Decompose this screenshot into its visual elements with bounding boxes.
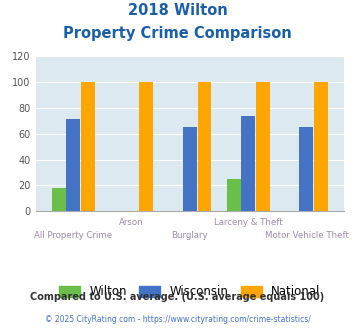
Bar — [52, 188, 66, 211]
Text: Compared to U.S. average. (U.S. average equals 100): Compared to U.S. average. (U.S. average … — [31, 292, 324, 302]
Bar — [300, 127, 313, 211]
Text: Larceny & Theft: Larceny & Theft — [214, 218, 283, 227]
Bar — [183, 127, 197, 211]
Text: Arson: Arson — [119, 218, 144, 227]
Bar — [314, 82, 328, 211]
Text: Burglary: Burglary — [171, 231, 208, 240]
Text: Motor Vehicle Theft: Motor Vehicle Theft — [264, 231, 348, 240]
Bar — [241, 115, 255, 211]
Bar — [226, 179, 241, 211]
Bar — [66, 119, 80, 211]
Bar — [256, 82, 270, 211]
Text: Property Crime Comparison: Property Crime Comparison — [63, 26, 292, 41]
Text: © 2025 CityRating.com - https://www.cityrating.com/crime-statistics/: © 2025 CityRating.com - https://www.city… — [45, 315, 310, 324]
Text: All Property Crime: All Property Crime — [34, 231, 113, 240]
Bar — [139, 82, 153, 211]
Legend: Wilton, Wisconsin, National: Wilton, Wisconsin, National — [59, 285, 321, 298]
Text: 2018 Wilton: 2018 Wilton — [128, 3, 227, 18]
Bar — [197, 82, 212, 211]
Bar — [81, 82, 95, 211]
